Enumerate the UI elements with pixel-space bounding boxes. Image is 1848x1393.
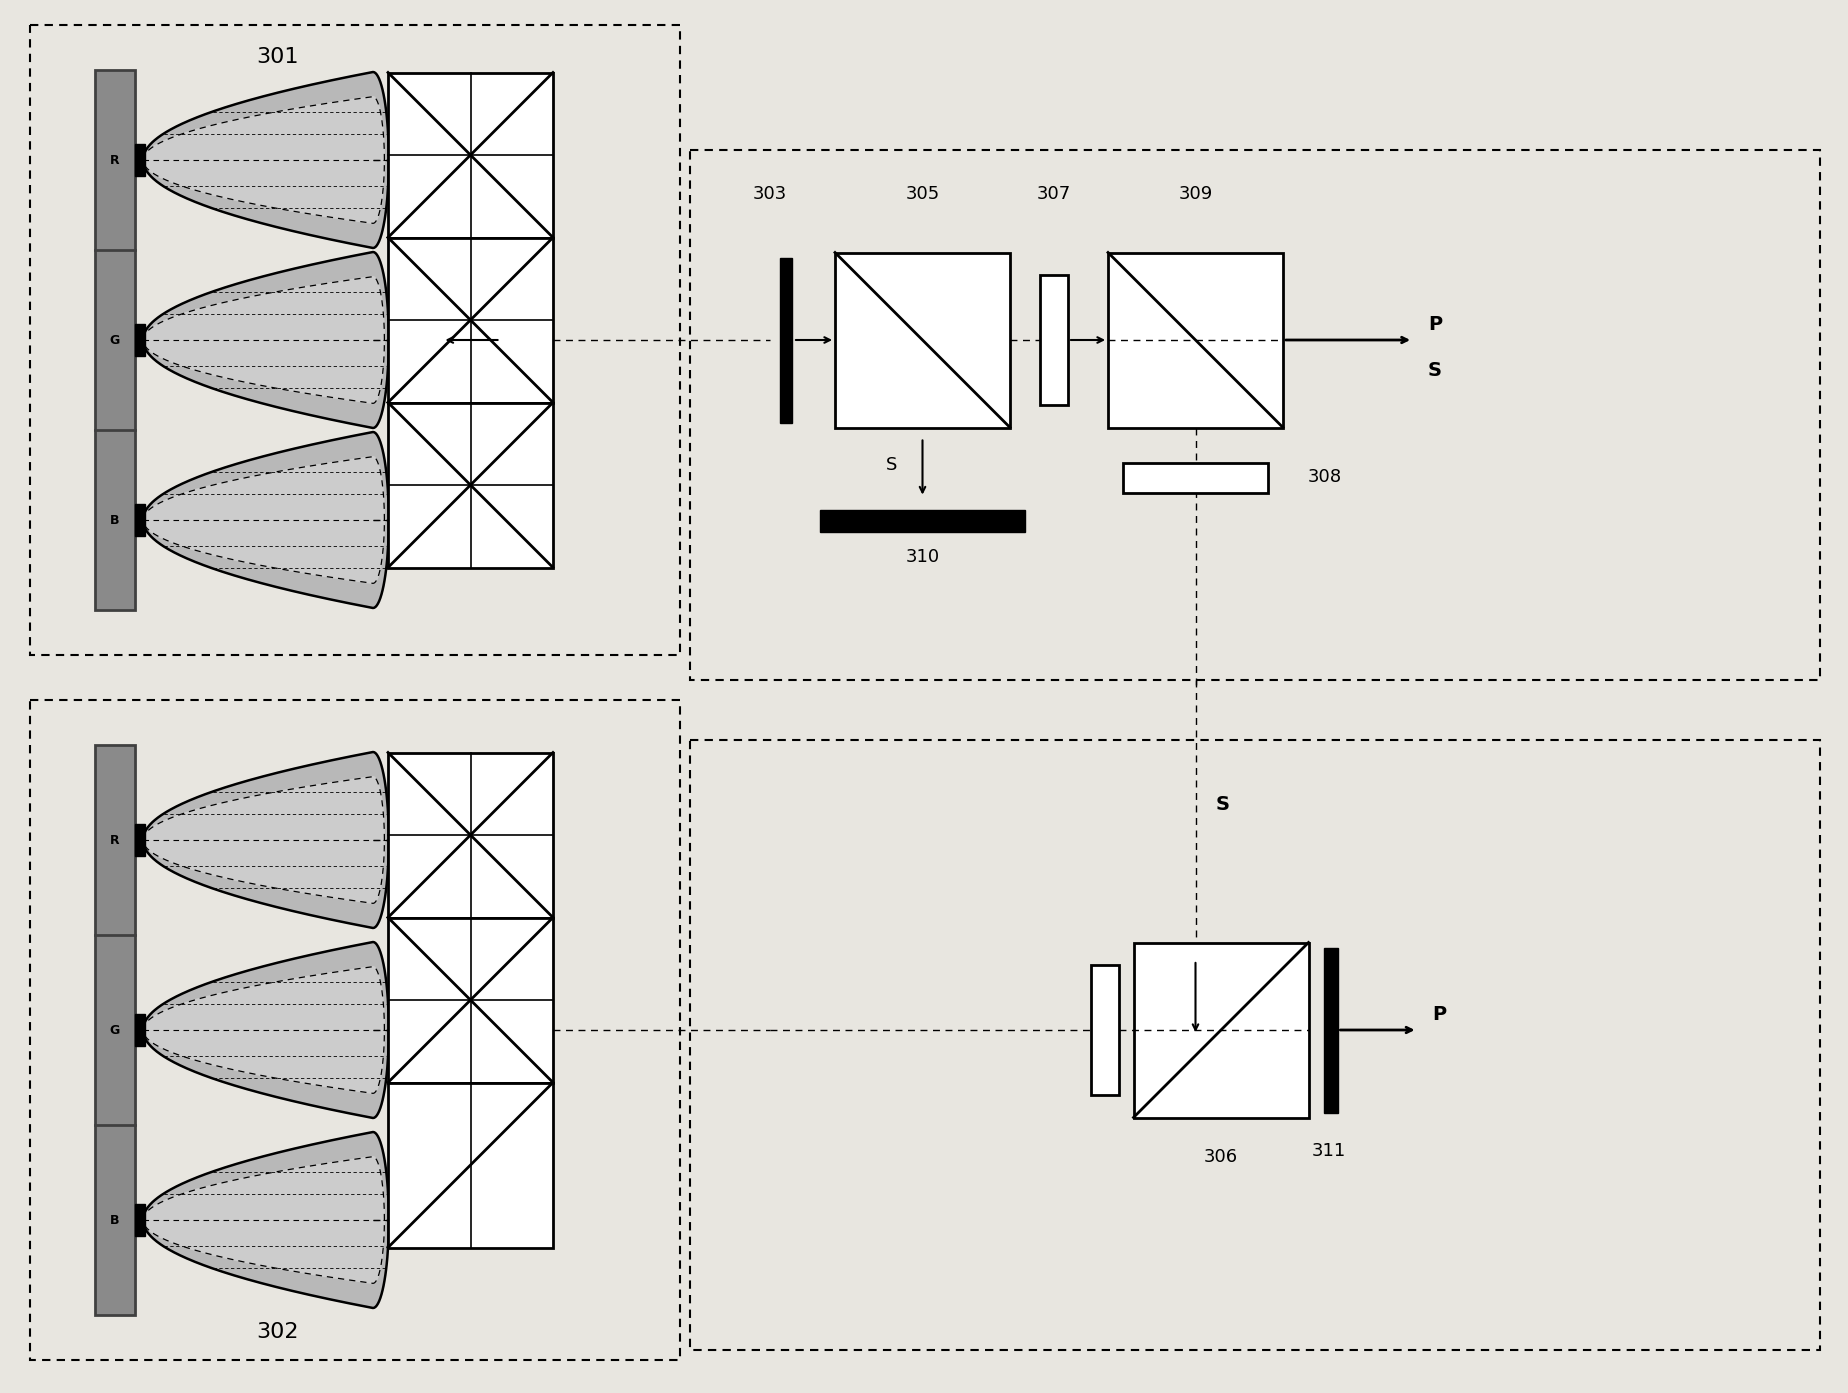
Polygon shape: [142, 967, 384, 1094]
Polygon shape: [142, 72, 388, 248]
Text: 305: 305: [906, 185, 939, 203]
Bar: [388, 72, 553, 237]
Polygon shape: [142, 277, 384, 404]
Bar: [388, 1082, 553, 1248]
Text: B: B: [111, 1213, 120, 1226]
Text: 310: 310: [906, 547, 939, 566]
Text: S: S: [885, 457, 896, 475]
Bar: [135, 1014, 144, 1046]
Bar: [388, 237, 553, 403]
Text: B: B: [111, 514, 120, 527]
Polygon shape: [142, 96, 384, 223]
Text: 309: 309: [1177, 185, 1212, 203]
Bar: [1107, 252, 1283, 428]
Polygon shape: [142, 457, 384, 584]
Bar: [835, 252, 1009, 428]
Text: 306: 306: [1203, 1148, 1238, 1166]
Bar: [135, 143, 144, 176]
Bar: [135, 1204, 144, 1236]
Polygon shape: [142, 432, 388, 607]
Polygon shape: [142, 942, 388, 1119]
Bar: [94, 70, 135, 610]
Text: G: G: [109, 1024, 120, 1036]
Bar: [1133, 943, 1308, 1117]
Bar: [1323, 947, 1336, 1113]
Text: S: S: [1427, 361, 1441, 379]
Text: P: P: [1427, 315, 1441, 334]
Polygon shape: [142, 752, 388, 928]
Bar: [94, 745, 135, 1315]
Bar: [388, 403, 553, 567]
Text: 308: 308: [1307, 468, 1342, 486]
Polygon shape: [142, 777, 384, 903]
Bar: [135, 825, 144, 857]
Text: 311: 311: [1310, 1142, 1345, 1160]
Text: R: R: [111, 153, 120, 167]
Text: S: S: [1214, 795, 1229, 814]
Bar: [388, 918, 553, 1082]
Bar: [135, 504, 144, 536]
Bar: [1039, 274, 1068, 405]
Polygon shape: [142, 252, 388, 428]
Bar: [135, 325, 144, 357]
Bar: [1122, 462, 1268, 493]
Text: G: G: [109, 333, 120, 347]
Polygon shape: [142, 1156, 384, 1283]
Text: 301: 301: [255, 47, 298, 67]
Bar: [1090, 965, 1118, 1095]
Bar: [388, 752, 553, 918]
Text: R: R: [111, 833, 120, 847]
Bar: [819, 510, 1024, 532]
Bar: [780, 258, 791, 422]
Text: 307: 307: [1037, 185, 1070, 203]
Text: P: P: [1432, 1006, 1445, 1024]
Polygon shape: [142, 1133, 388, 1308]
Text: 303: 303: [752, 185, 787, 203]
Text: 302: 302: [255, 1322, 298, 1341]
